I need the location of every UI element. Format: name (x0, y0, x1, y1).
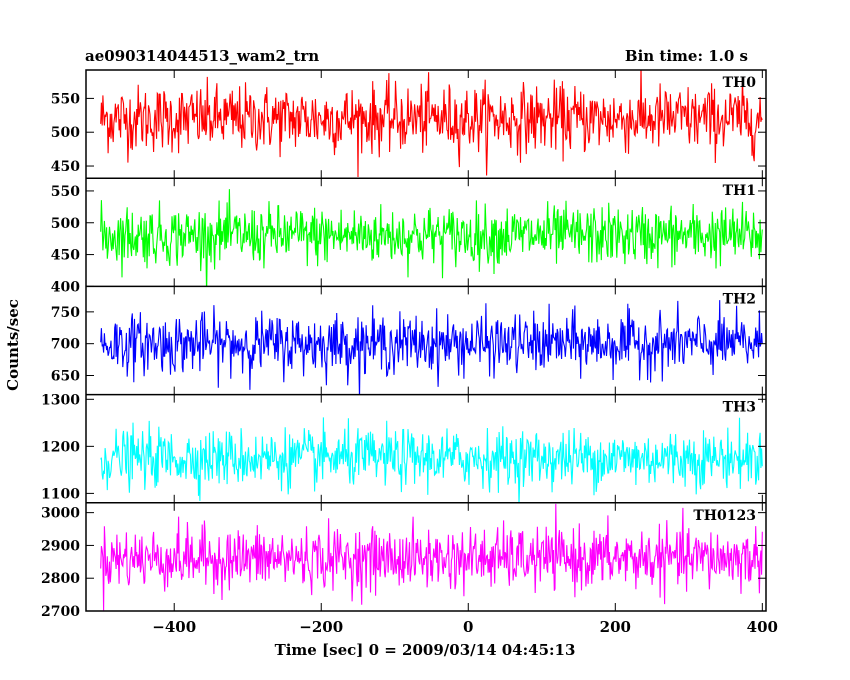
panel-th0: 450 500 550 TH0 (51, 70, 766, 179)
x-axis: −400 −200 0 200 400 (152, 618, 778, 636)
series-th0123 (100, 503, 763, 611)
panel-label-th0123: TH0123 (693, 508, 756, 524)
x-tick-label: −400 (152, 618, 196, 636)
y-axis-label: Counts/sec (4, 299, 22, 391)
panel-th2: 650 700 750 TH2 (51, 285, 766, 395)
y-tick-label: 450 (51, 159, 80, 175)
x-tick-label: 200 (600, 618, 631, 636)
chart-title: ae090314044513_wam2_trn (85, 47, 319, 65)
y-tick-label: 1200 (41, 439, 80, 455)
y-tick-label: 550 (51, 91, 80, 107)
x-tick-label: 0 (463, 618, 473, 636)
y-tick-label: 500 (51, 125, 80, 141)
plot-frame (85, 69, 767, 612)
series-th3 (100, 417, 763, 503)
y-tick-label: 700 (51, 337, 80, 353)
panel-label-th1: TH1 (723, 183, 756, 199)
series-th2 (100, 300, 763, 395)
y-tick-label: 750 (51, 305, 80, 321)
y-tick-label: 1300 (41, 392, 80, 408)
y-tick-label: 3000 (41, 506, 80, 522)
x-axis-label: Time [sec] 0 = 2009/03/14 04:45:13 (275, 641, 576, 659)
bin-time-label: Bin time: 1.0 s (625, 47, 748, 65)
panel-th0123: 2700 2800 2900 3000 TH0123 (41, 502, 766, 620)
y-tick-label: 2800 (41, 571, 80, 587)
panel-th1: 400 450 500 550 TH1 (51, 177, 766, 295)
y-tick-label: 2900 (41, 538, 80, 554)
panel-label-th2: TH2 (723, 291, 756, 307)
x-tick-label: −200 (299, 618, 343, 636)
y-tick-label: 1100 (41, 486, 80, 502)
y-tick-label: 2700 (41, 604, 80, 620)
panel-label-th3: TH3 (723, 400, 756, 416)
y-tick-label: 400 (51, 279, 80, 295)
y-tick-label: 500 (51, 216, 80, 232)
series-th1 (100, 189, 763, 287)
y-tick-label: 650 (51, 369, 80, 385)
x-tick-label: 400 (747, 618, 778, 636)
y-tick-label: 450 (51, 248, 80, 264)
y-tick-label: 550 (51, 184, 80, 200)
series-th0 (100, 70, 763, 178)
panel-label-th0: TH0 (723, 75, 757, 91)
panels-group: 450 500 550 TH0 400 450 500 550 TH1 650 700 750 TH2 1… (41, 70, 766, 620)
panel-th3: 1100 1200 1300 TH3 (41, 392, 766, 503)
